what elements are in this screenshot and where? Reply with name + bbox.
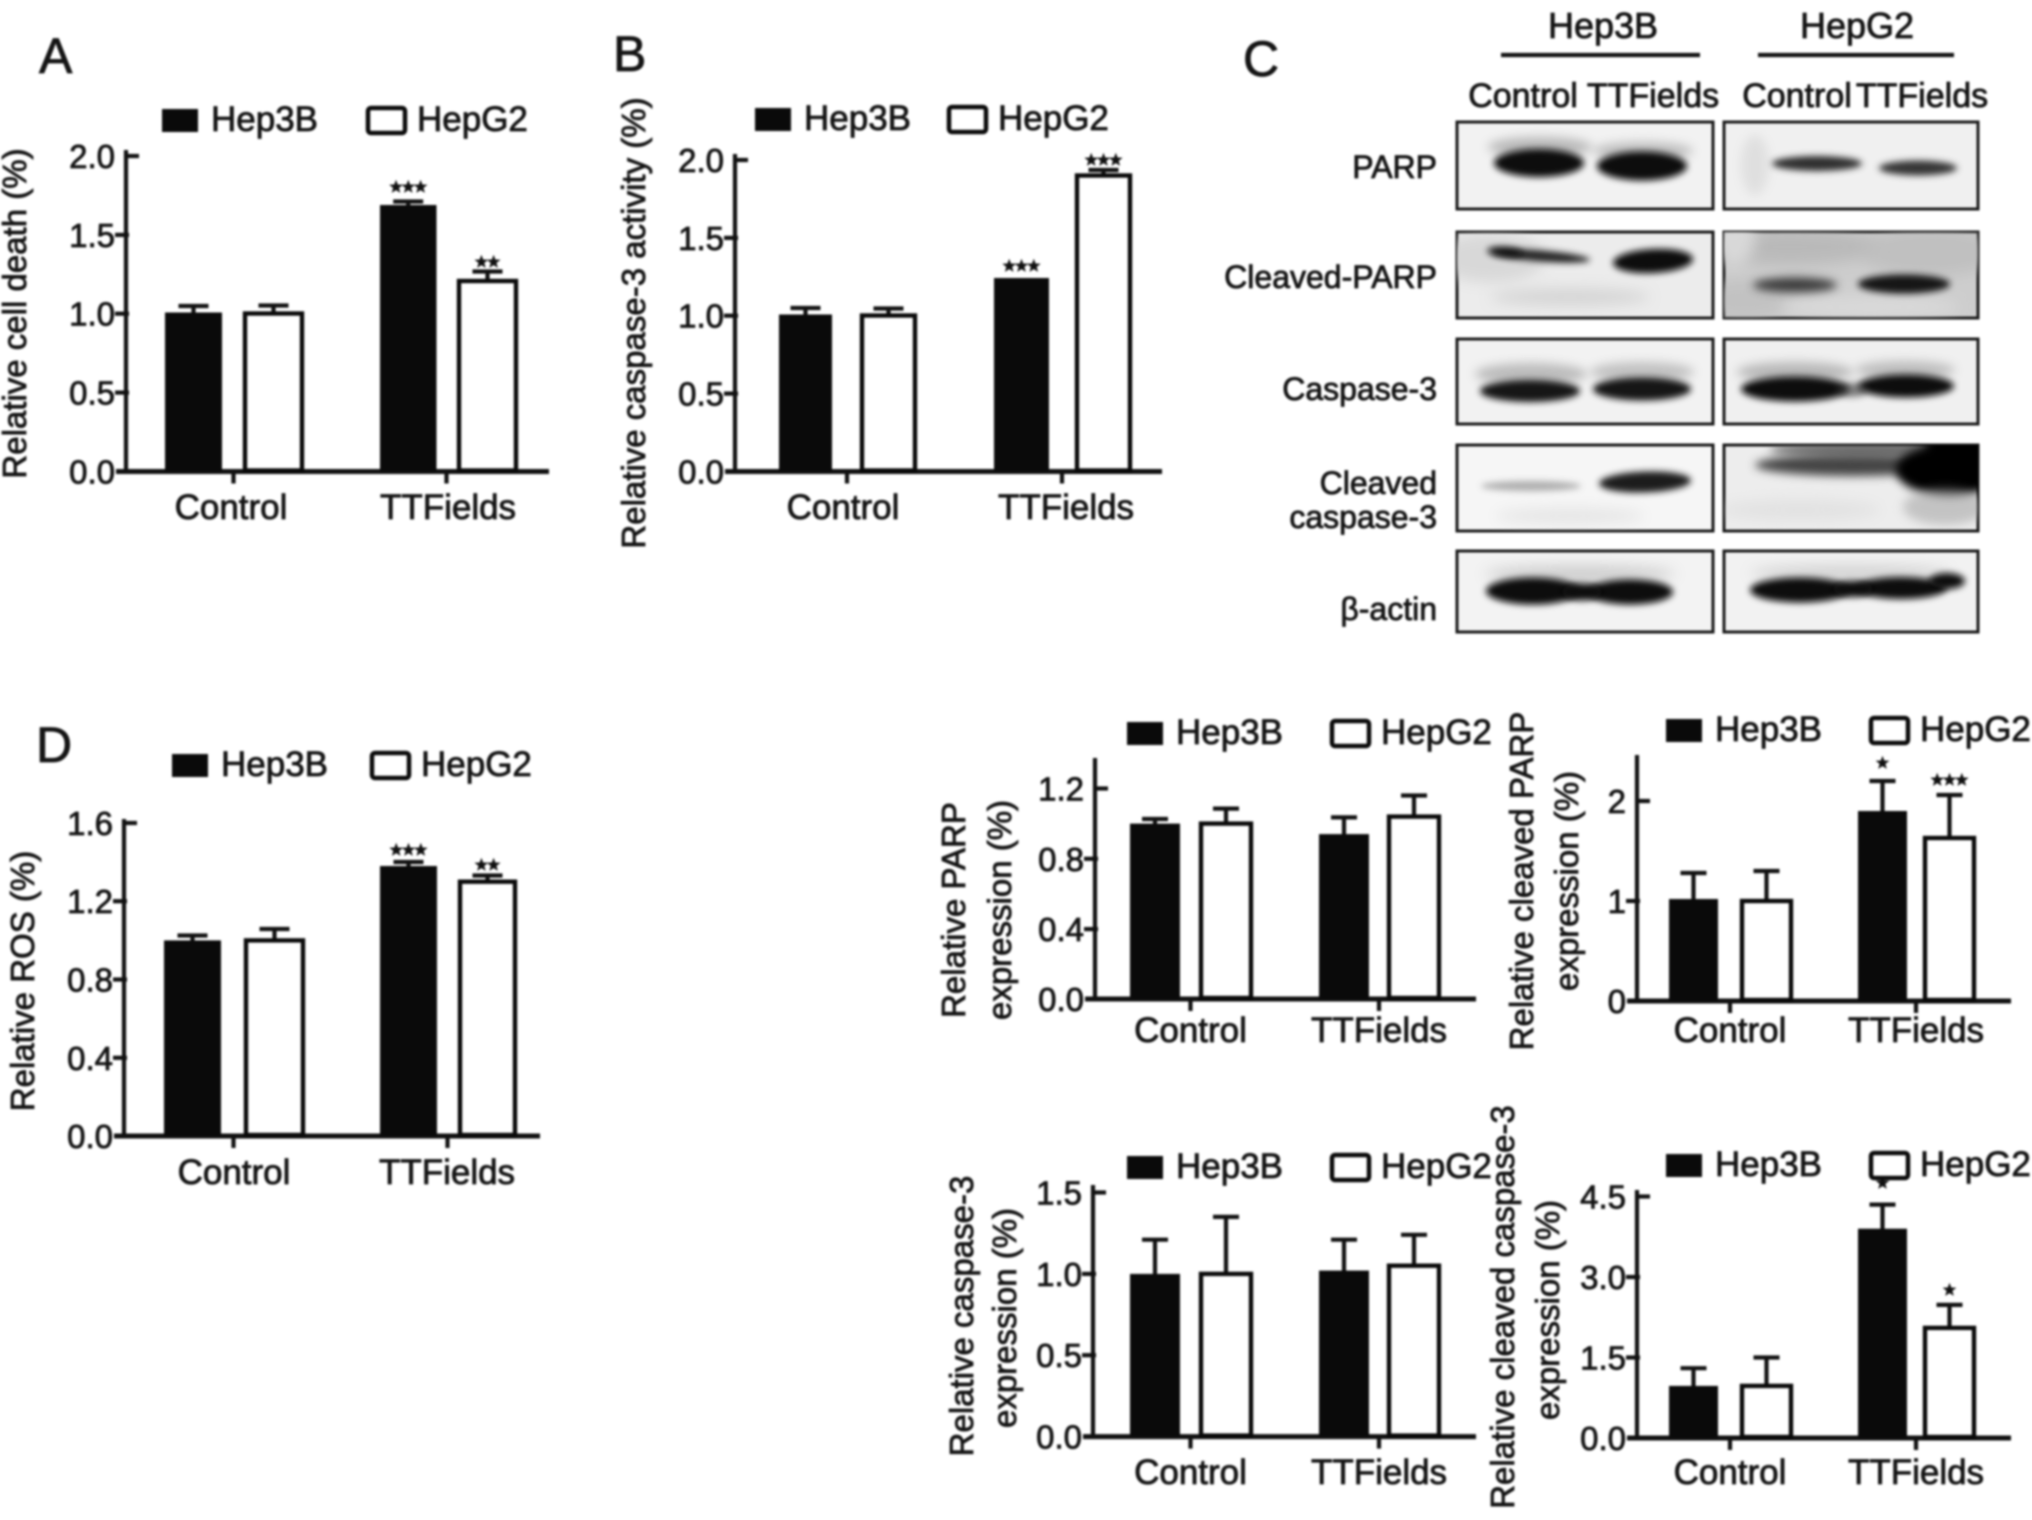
svg-text:0.5: 0.5 <box>69 375 115 412</box>
svg-text:0.0: 0.0 <box>69 454 115 491</box>
svg-text:Cleaved-PARP: Cleaved-PARP <box>1224 259 1437 295</box>
svg-text:TTFields: TTFields <box>1587 77 1719 115</box>
svg-text:Relative caspase-3 activity (%: Relative caspase-3 activity (%) <box>615 97 652 548</box>
svg-text:0.5: 0.5 <box>1036 1337 1082 1374</box>
svg-text:HepG2: HepG2 <box>421 745 532 784</box>
svg-text:0.5: 0.5 <box>678 376 724 413</box>
svg-text:Relative PARP: Relative PARP <box>935 802 972 1018</box>
svg-text:0.0: 0.0 <box>1036 1419 1082 1456</box>
svg-text:HepG2: HepG2 <box>1920 1145 2031 1184</box>
svg-text:C: C <box>1243 31 1279 87</box>
svg-text:Control: Control <box>1468 77 1578 115</box>
svg-text:TTFields: TTFields <box>1848 1011 1984 1050</box>
svg-text:0.0: 0.0 <box>1038 981 1084 1018</box>
svg-text:HepG2: HepG2 <box>1381 713 1492 752</box>
svg-text:Hep3B: Hep3B <box>804 99 911 138</box>
svg-text:1.2: 1.2 <box>67 883 113 920</box>
svg-text:Control: Control <box>787 488 900 527</box>
svg-text:Relative cleaved caspase-3: Relative cleaved caspase-3 <box>1484 1105 1521 1509</box>
svg-text:Hep3B: Hep3B <box>1715 1145 1822 1184</box>
svg-text:TTFields: TTFields <box>1848 1453 1984 1492</box>
svg-text:expression (%): expression (%) <box>1529 1200 1566 1420</box>
svg-text:Cleaved: Cleaved <box>1320 465 1437 501</box>
svg-text:TTFields: TTFields <box>1311 1011 1447 1050</box>
svg-text:0: 0 <box>1608 983 1626 1020</box>
svg-text:expression (%): expression (%) <box>1548 771 1585 991</box>
svg-text:A: A <box>39 28 73 84</box>
svg-text:Control: Control <box>178 1153 291 1192</box>
svg-text:Control: Control <box>1674 1011 1787 1050</box>
svg-text:Relative cell death (%): Relative cell death (%) <box>0 148 33 478</box>
svg-text:expression (%): expression (%) <box>986 1208 1023 1428</box>
svg-text:0.4: 0.4 <box>1038 911 1084 948</box>
svg-text:2.0: 2.0 <box>678 142 724 179</box>
svg-text:HepG2: HepG2 <box>1920 710 2031 749</box>
svg-text:Caspase-3: Caspase-3 <box>1282 371 1437 407</box>
svg-text:0.8: 0.8 <box>1038 841 1084 878</box>
svg-text:TTFields: TTFields <box>1856 77 1988 115</box>
svg-text:TTFields: TTFields <box>379 1153 515 1192</box>
svg-text:Hep3B: Hep3B <box>1176 713 1283 752</box>
svg-text:1.2: 1.2 <box>1038 771 1084 808</box>
svg-text:Relative cleaved PARP: Relative cleaved PARP <box>1503 712 1540 1051</box>
svg-text:1.5: 1.5 <box>1580 1340 1626 1377</box>
svg-text:TTFields: TTFields <box>1311 1453 1447 1492</box>
svg-text:HepG2: HepG2 <box>417 100 528 139</box>
svg-text:HepG2: HepG2 <box>1381 1147 1492 1186</box>
svg-text:HepG2: HepG2 <box>1800 5 1914 46</box>
svg-text:TTFields: TTFields <box>998 488 1134 527</box>
svg-text:Hep3B: Hep3B <box>211 100 318 139</box>
svg-text:0.0: 0.0 <box>678 454 724 491</box>
svg-text:Control: Control <box>175 488 288 527</box>
svg-text:Hep3B: Hep3B <box>221 745 328 784</box>
svg-text:0.0: 0.0 <box>1580 1420 1626 1457</box>
svg-text:0.8: 0.8 <box>67 962 113 999</box>
svg-text:3.0: 3.0 <box>1580 1259 1626 1296</box>
svg-text:Control: Control <box>1134 1453 1247 1492</box>
svg-text:D: D <box>36 717 72 773</box>
svg-text:caspase-3: caspase-3 <box>1289 499 1437 535</box>
svg-text:1.5: 1.5 <box>69 217 115 254</box>
svg-text:Control: Control <box>1674 1453 1787 1492</box>
svg-text:1.0: 1.0 <box>1036 1256 1082 1293</box>
svg-text:2: 2 <box>1608 783 1626 820</box>
svg-text:1.6: 1.6 <box>67 805 113 842</box>
svg-text:Relative caspase-3: Relative caspase-3 <box>943 1176 980 1457</box>
svg-text:4.5: 4.5 <box>1580 1179 1626 1216</box>
svg-text:expression (%): expression (%) <box>981 800 1018 1020</box>
svg-text:Hep3B: Hep3B <box>1176 1147 1283 1186</box>
svg-text:0.4: 0.4 <box>67 1040 113 1077</box>
svg-text:1.0: 1.0 <box>678 298 724 335</box>
svg-text:Control: Control <box>1742 77 1852 115</box>
svg-text:1.5: 1.5 <box>1036 1175 1082 1212</box>
svg-text:B: B <box>613 26 646 82</box>
svg-text:TTFields: TTFields <box>380 488 516 527</box>
svg-text:β-actin: β-actin <box>1340 591 1437 627</box>
svg-text:1.5: 1.5 <box>678 220 724 257</box>
svg-text:0.0: 0.0 <box>67 1118 113 1155</box>
svg-text:1: 1 <box>1608 883 1626 920</box>
svg-text:HepG2: HepG2 <box>998 99 1109 138</box>
svg-text:Control: Control <box>1134 1011 1247 1050</box>
svg-text:Hep3B: Hep3B <box>1548 5 1658 46</box>
svg-text:1.0: 1.0 <box>69 296 115 333</box>
svg-text:PARP: PARP <box>1352 149 1437 185</box>
svg-text:Hep3B: Hep3B <box>1715 710 1822 749</box>
svg-text:2.0: 2.0 <box>69 138 115 175</box>
svg-text:Relative ROS (%): Relative ROS (%) <box>4 851 41 1111</box>
